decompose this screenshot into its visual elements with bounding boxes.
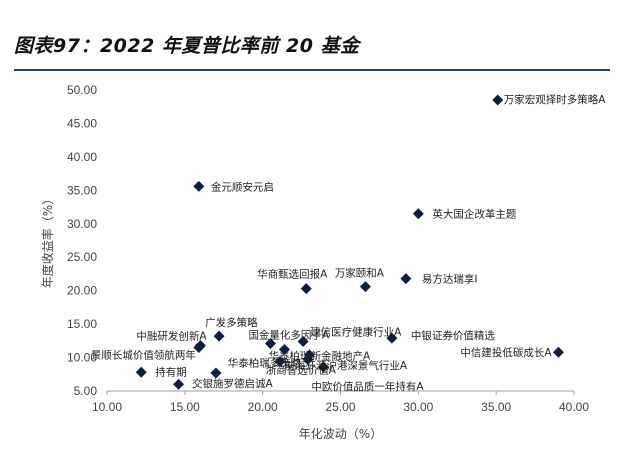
- y-tick-label: 20.00: [67, 284, 97, 298]
- x-tick-label: 15.00: [170, 400, 200, 414]
- y-tick-label: 15.00: [67, 317, 97, 331]
- data-point: [274, 356, 286, 368]
- tick-labels: 10.00 15.00 20.00 25.00 30.00 35.00 40.00 5.00 1…: [67, 83, 589, 414]
- data-point: [213, 330, 225, 342]
- data-point: [173, 378, 185, 390]
- point-label: 华商甄选回报A: [257, 268, 328, 281]
- x-tick-label: 35.00: [481, 400, 511, 414]
- y-tick-label: 25.00: [67, 250, 97, 264]
- data-point: [359, 281, 371, 293]
- axes: [106, 390, 575, 395]
- data-point: [300, 283, 312, 295]
- data-point: [297, 336, 309, 348]
- x-tick-label: 20.00: [248, 400, 278, 414]
- data-point: [210, 367, 222, 379]
- y-tick-label: 5.00: [74, 384, 98, 398]
- data-point: [386, 332, 398, 344]
- point-label: 持有期: [155, 365, 187, 378]
- point-label: 浙商智选价值A: [266, 364, 337, 377]
- point-label: 华泰柏瑞多策略: [228, 357, 302, 370]
- data-point: [278, 344, 290, 356]
- x-tick-label: 30.00: [403, 400, 433, 414]
- x-tick-label: 40.00: [559, 400, 589, 414]
- data-point: [552, 346, 564, 358]
- point-label: 万家宏观择时多策略A: [504, 93, 606, 106]
- point-label: 英大国企改革主题: [432, 208, 516, 221]
- data-point: [492, 94, 504, 106]
- data-point: [135, 366, 147, 378]
- point-label: 中欧价值品质一年持有A: [311, 380, 424, 393]
- point-label: 中信建投低碳成长A: [460, 346, 552, 359]
- point-label: 前海开源沪港深景气行业A: [284, 359, 407, 372]
- y-axis-label: 年度收益率（%）: [40, 193, 55, 288]
- point-label: 国金量化多因子A: [248, 329, 329, 342]
- data-point: [193, 342, 205, 354]
- title-divider: [14, 69, 610, 71]
- data-point: [193, 180, 205, 192]
- y-tick-label: 45.00: [67, 116, 97, 130]
- data-point: [264, 338, 276, 350]
- x-tick-label: 25.00: [325, 400, 355, 414]
- y-tick-label: 40.00: [67, 150, 97, 164]
- data-point: [317, 361, 329, 373]
- y-tick-label: 30.00: [67, 217, 97, 231]
- point-label: 华泰柏瑞新金融地产A: [268, 350, 370, 363]
- data-point: [400, 273, 412, 285]
- data-point: [412, 208, 424, 220]
- data-point: [302, 354, 314, 366]
- x-tick-label: 10.00: [92, 400, 122, 414]
- point-label: 中银证券价值精选: [411, 329, 495, 342]
- point-label: 万家颐和A: [335, 267, 385, 280]
- y-tick-label: 35.00: [67, 183, 97, 197]
- y-tick-label: 10.00: [67, 351, 97, 365]
- point-label: 景顺长城价值领航两年: [91, 349, 196, 362]
- point-label: 金元顺安元启: [211, 180, 274, 193]
- y-tick-label: 50.00: [67, 83, 97, 97]
- figure-title: 图表97：2022 年夏普比率前 20 基金: [14, 35, 360, 57]
- point-label: 建信医疗健康行业A: [310, 326, 402, 339]
- point-label: 易方达瑞享I: [422, 273, 478, 286]
- x-axis-label: 年化波动（%）: [299, 427, 382, 441]
- point-label: 交银施罗德启诚A: [192, 377, 273, 390]
- point-label: 中融研发创新A: [136, 330, 207, 343]
- point-label: 广发多策略: [205, 316, 258, 329]
- data-points: [135, 94, 564, 390]
